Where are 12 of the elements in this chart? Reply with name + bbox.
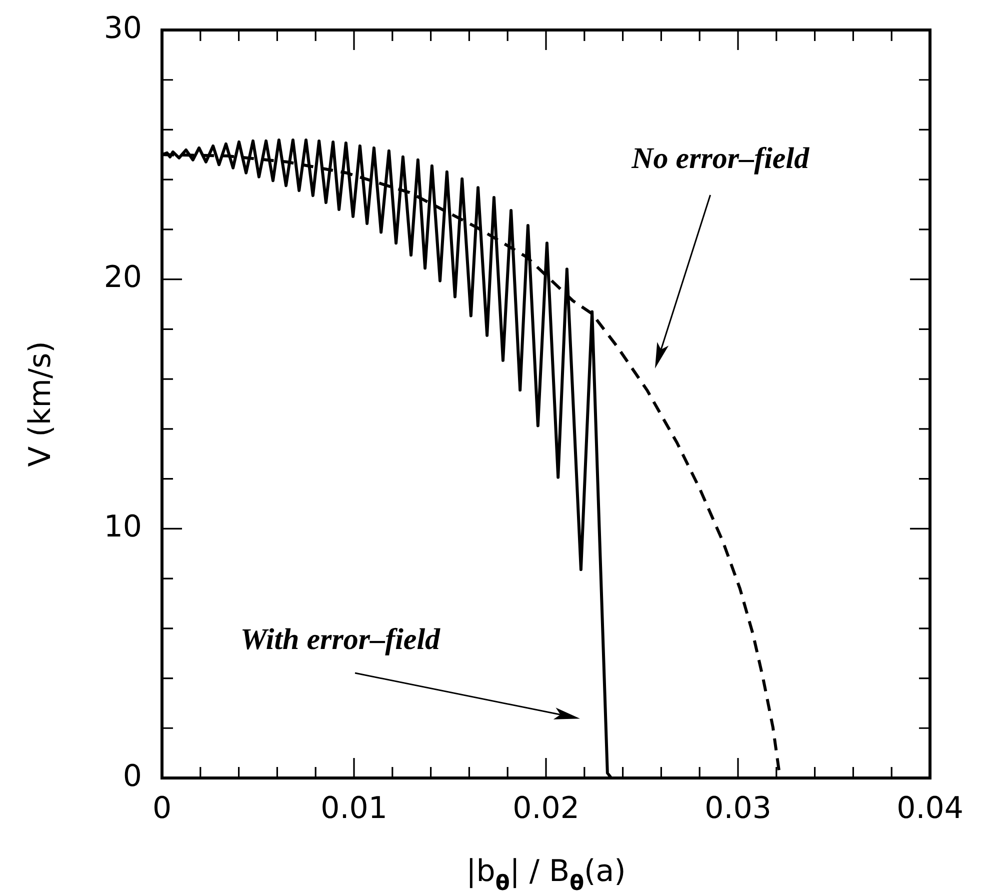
x-tick-label: 0.04 — [896, 790, 964, 826]
x-tick-label: 0.01 — [320, 790, 388, 826]
y-tick-label: 30 — [104, 10, 142, 46]
annotation: No error–field — [630, 142, 810, 175]
y-axis-title: V (km/s) — [23, 341, 58, 467]
y-tick-label: 20 — [104, 260, 142, 296]
y-tick-label: 10 — [104, 509, 142, 544]
y-tick-label: 0 — [122, 758, 142, 794]
x-tick-label: 0 — [152, 790, 172, 826]
x-tick-label: 0.02 — [512, 790, 580, 826]
annotation: With error–field — [240, 622, 442, 656]
x-tick-label: 0.03 — [704, 790, 772, 826]
